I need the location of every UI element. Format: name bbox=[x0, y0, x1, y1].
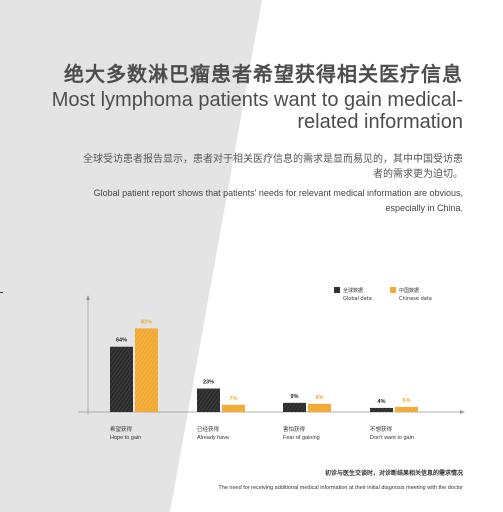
description-english: Global patient report shows that patient… bbox=[93, 188, 463, 213]
value-label-china-0: 82% bbox=[141, 319, 152, 325]
value-label-china-1: 7% bbox=[230, 396, 238, 402]
x-label-cn-2: 害怕获得 bbox=[283, 425, 306, 433]
x-label-cn-3: 不想获得 bbox=[370, 425, 393, 433]
legend-label-global-cn: 全球数据 bbox=[343, 287, 363, 294]
value-label-global-0: 64% bbox=[116, 338, 127, 344]
x-label-en-0: Hope to gain bbox=[110, 435, 141, 441]
legend-label-china-cn: 中国数据 bbox=[399, 287, 419, 294]
x-label-cn-1: 已经获得 bbox=[197, 425, 220, 433]
x-label-en-3: Don't want to gain bbox=[370, 435, 414, 441]
value-label-global-2: 9% bbox=[291, 394, 299, 400]
x-label-en-1: Already have bbox=[197, 435, 229, 441]
bar-china-2 bbox=[308, 403, 331, 412]
bar-global-3 bbox=[370, 407, 393, 412]
legend-label-global-en: Global data bbox=[343, 296, 372, 302]
bar-chart: 全球数据 Global data 中国数据 Chinese data 64% 82… bbox=[78, 287, 465, 491]
bar-global-1 bbox=[197, 388, 220, 412]
value-labels-layer: 64% 82% 23% 7% 9% 8% 4% 5% bbox=[116, 319, 411, 405]
bars-layer bbox=[110, 328, 418, 412]
description-chinese: 全球受访患者报告显示，患者对于相关医疗信息的需求是显而易见的，其中中国受访患者的… bbox=[83, 154, 463, 180]
x-labels-layer: 希望获得 Hope to gain 已经获得 Already have 害怕获得 Fear… bbox=[110, 425, 414, 441]
bar-global-0 bbox=[110, 346, 133, 412]
margin-tick bbox=[0, 292, 3, 293]
x-label-en-2: Fear of gaining bbox=[283, 435, 320, 441]
legend-swatch-china bbox=[390, 287, 396, 293]
legend-swatch-global bbox=[334, 287, 340, 293]
chart-caption-chinese: 初诊与医生交谈时，对诊断结果相关信息的需求情况 bbox=[325, 469, 463, 477]
value-label-global-3: 4% bbox=[378, 399, 386, 405]
bar-global-2 bbox=[283, 402, 306, 412]
bar-china-1 bbox=[222, 404, 245, 412]
legend-label-china-en: Chinese data bbox=[399, 296, 432, 302]
x-label-cn-0: 希望获得 bbox=[110, 425, 133, 433]
value-label-china-3: 5% bbox=[403, 398, 411, 404]
chart-caption-english: The need for receiving additional medica… bbox=[218, 485, 463, 491]
page-title-english: Most lymphoma patients want to gain medi… bbox=[51, 89, 463, 133]
legend: 全球数据 Global data 中国数据 Chinese data bbox=[334, 287, 432, 302]
bar-china-3 bbox=[395, 406, 418, 412]
bar-china-0 bbox=[135, 328, 158, 412]
x-axis-arrow bbox=[460, 410, 465, 414]
value-label-china-2: 8% bbox=[316, 395, 324, 401]
value-label-global-1: 23% bbox=[203, 380, 214, 386]
page-title-chinese: 绝大多数淋巴瘤患者希望获得相关医疗信息 bbox=[64, 62, 463, 86]
y-axis-arrow bbox=[86, 295, 90, 300]
